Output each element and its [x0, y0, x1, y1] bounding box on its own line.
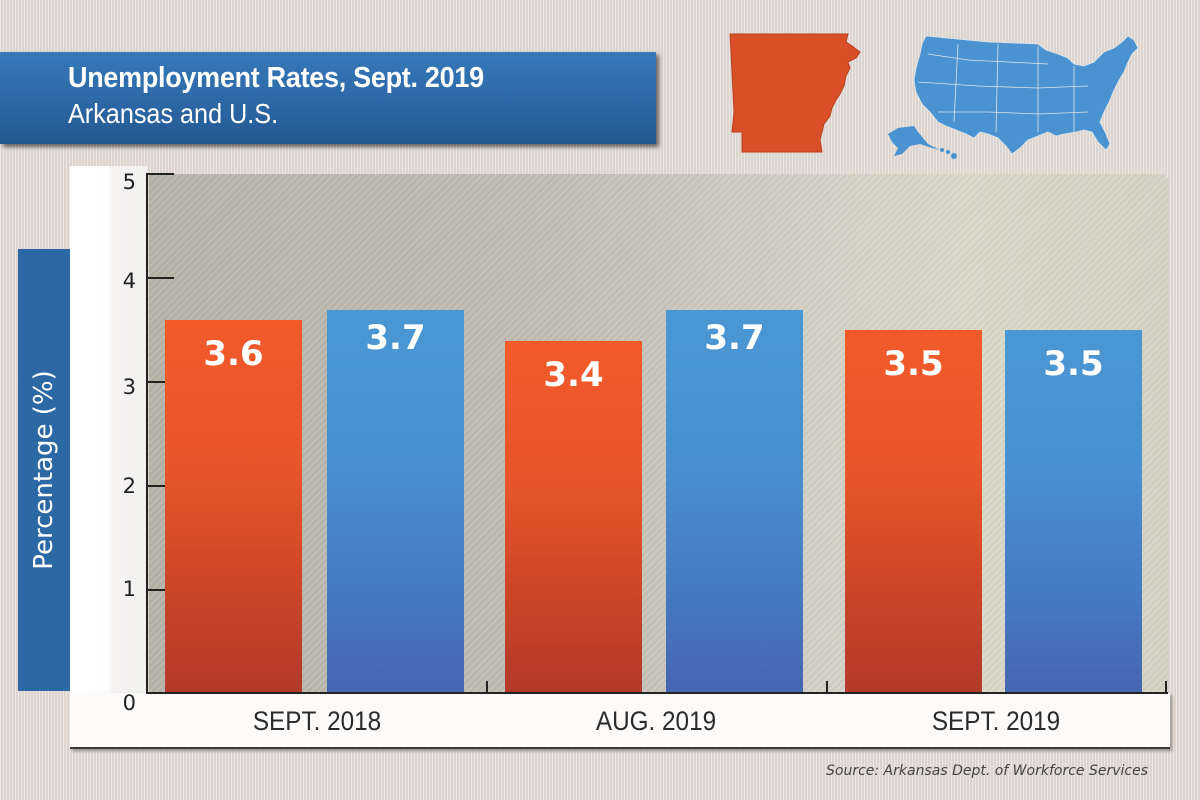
bar-value-label: 3.6	[203, 334, 264, 374]
bar-us-sept-2019: 3.5	[1005, 330, 1142, 693]
y-axis-title-box	[18, 249, 70, 691]
bar-us-sept-2018: 3.7	[327, 310, 464, 693]
source-note: Source: Arkansas Dept. of Workforce Serv…	[826, 763, 1148, 779]
bar-arkansas-aug-2019: 3.4	[505, 341, 642, 693]
y-tick-label: 1	[122, 577, 136, 601]
plot-area	[149, 174, 1169, 693]
y-tick-label: 2	[122, 474, 136, 498]
y-tick-label: 3	[122, 375, 136, 399]
x-tick	[486, 681, 488, 693]
bar-value-label: 3.7	[704, 318, 765, 358]
bar-arkansas-sept-2018: 3.6	[165, 320, 302, 693]
bar-arkansas-sept-2019: 3.5	[845, 330, 982, 693]
bar-value-label: 3.5	[883, 344, 944, 384]
chart-subtitle: Arkansas and U.S.	[68, 98, 279, 129]
y-tick-label: 0	[122, 691, 136, 715]
us-map-icon	[888, 35, 1139, 159]
bar-value-label: 3.7	[365, 318, 426, 358]
y-tick-5	[147, 173, 174, 175]
x-category-label: SEPT. 2018	[252, 706, 382, 736]
x-tick	[1165, 681, 1167, 693]
bar-value-label: 3.5	[1043, 344, 1104, 384]
y-axis-panel	[70, 166, 147, 716]
y-tick-3	[147, 381, 165, 383]
x-axis-line	[146, 692, 1168, 694]
y-axis-title: Percentage (%)	[29, 370, 59, 570]
y-tick-label: 4	[122, 269, 136, 293]
bar-us-aug-2019: 3.7	[666, 310, 803, 693]
x-category-label: SEPT. 2019	[931, 706, 1061, 736]
y-tick-2	[147, 485, 165, 487]
y-tick-4	[147, 277, 174, 279]
chart-title: Unemployment Rates, Sept. 2019	[68, 62, 484, 94]
bar-value-label: 3.4	[543, 355, 604, 395]
x-tick	[826, 681, 828, 693]
title-banner: Unemployment Rates, Sept. 2019 Arkansas …	[0, 52, 656, 144]
y-tick-label: 5	[122, 170, 136, 194]
x-axis-label-panel	[70, 693, 1170, 749]
y-axis-line	[146, 173, 148, 694]
x-category-label: AUG. 2019	[595, 706, 717, 736]
arkansas-state-map-icon	[729, 33, 861, 153]
y-tick-1	[147, 589, 165, 591]
